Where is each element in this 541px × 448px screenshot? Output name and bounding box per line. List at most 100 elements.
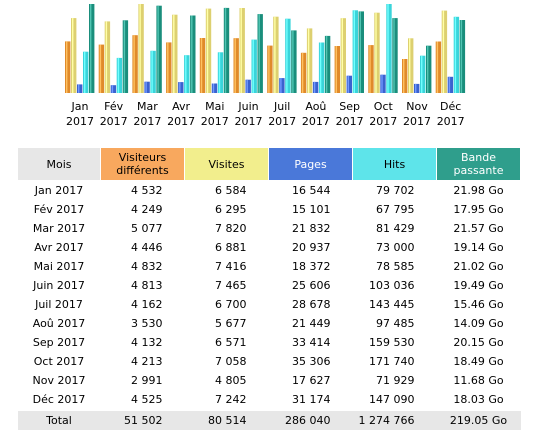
cell-pages: 21 449 (292, 317, 331, 330)
bar-highlight (286, 18, 288, 94)
bar-bande-sep (358, 11, 364, 93)
table-row: Juil 2017 4 162 6 700 28 678 143 445 15.46 Go (18, 295, 521, 314)
month-label-name: Mai (205, 100, 225, 113)
bar-bande-jan (89, 4, 95, 93)
bar-highlight (319, 42, 322, 93)
bar-visites-mar (138, 4, 144, 93)
table-row: Avr 2017 4 446 6 881 20 937 73 000 19.14 Go (18, 238, 521, 257)
table-row: Mar 2017 5 077 7 820 21 832 81 429 21.57 Go (18, 219, 521, 238)
month-label: Mai 2017 (195, 99, 235, 129)
table-row: Mai 2017 4 832 7 416 18 372 78 585 21.02 Go (18, 257, 521, 276)
bar-highlight (436, 41, 439, 93)
bar-highlight (218, 52, 221, 93)
cell-visiteurs: 4 213 (131, 355, 163, 368)
bar-highlight (442, 10, 445, 94)
bar-highlight (240, 8, 242, 93)
cell-pages: 35 306 (292, 355, 331, 368)
total-label: Total (17, 409, 101, 430)
month-label: Juin 2017 (229, 99, 269, 129)
bar-visiteurs-mai (199, 38, 206, 93)
cell-visiteurs: 4 446 (131, 241, 163, 254)
bar-highlight (268, 45, 270, 93)
cell-pages: 18 372 (292, 260, 331, 273)
bar-highlight (191, 15, 193, 93)
bar-highlight (325, 35, 328, 93)
month-label: Avr 2017 (161, 99, 201, 129)
cell-bande: 19.49 Go (453, 279, 504, 292)
bar-highlight (369, 45, 371, 93)
total-visiteurs: 51 502 (100, 409, 185, 430)
bar-bande-avr (190, 15, 196, 93)
month-label-year: 2017 (436, 115, 465, 128)
bar-highlight (66, 41, 68, 93)
month-label: Juil 2017 (262, 99, 302, 129)
bar-highlight (224, 7, 227, 93)
cell-bande: 17.95 Go (453, 203, 504, 216)
bar-hits-nov (420, 55, 426, 93)
bar-hits-jan (83, 51, 89, 93)
bar-visites-oct (374, 12, 380, 94)
bar-highlight (78, 84, 80, 93)
bar-highlight (90, 4, 92, 93)
header-mois[interactable]: Mois (17, 147, 101, 181)
cell-hits: 71 929 (376, 374, 415, 387)
month-label-year: 2017 (301, 115, 330, 128)
cell-visites: 7 820 (215, 222, 247, 235)
header-visiteurs[interactable]: Visiteurs différents (100, 147, 185, 181)
bar-highlight (111, 85, 114, 93)
cell-hits: 159 530 (369, 336, 415, 349)
bar-highlight (415, 83, 417, 93)
month-label-name: Fév (104, 100, 124, 113)
bar-bande-juin (257, 14, 263, 94)
month-label-name: Juil (274, 100, 291, 113)
cell-visiteurs: 5 077 (131, 222, 163, 235)
bar-pages-oct (380, 74, 386, 93)
cell-pages: 25 606 (292, 279, 331, 292)
bar-visites-sep (340, 18, 346, 94)
month-label-year: 2017 (200, 115, 229, 128)
bar-highlight (72, 18, 74, 94)
bar-visiteurs-nov (402, 59, 408, 93)
total-pages: 286 040 (268, 409, 353, 430)
header-visites[interactable]: Visites (184, 147, 269, 181)
month-label-year: 2017 (335, 115, 364, 128)
table-row: Fév 2017 4 249 6 295 15 101 67 795 17.95 Go (18, 200, 521, 219)
bar-highlight (409, 38, 411, 93)
cell-bande: 18.03 Go (453, 393, 504, 406)
cell-hits: 103 036 (369, 279, 415, 292)
table-row: Sep 2017 4 132 6 571 33 414 159 530 20.15 Go (18, 333, 521, 352)
total-bande-passante: 219.05 Go (436, 409, 521, 430)
bar-highlight (200, 38, 203, 93)
bar-highlight (313, 81, 316, 93)
cell-bande: 21.98 Go (453, 184, 504, 197)
header-pages[interactable]: Pages (268, 147, 353, 181)
bar-highlight (173, 14, 175, 94)
month-label: Fév 2017 (94, 99, 134, 129)
cell-mois: Mar 2017 (32, 222, 86, 235)
bar-visites-juin (239, 8, 245, 93)
month-label: Aoû 2017 (296, 99, 336, 129)
bar-visites-jan (71, 18, 77, 94)
bar-visiteurs-juin (233, 38, 239, 93)
bar-highlight (252, 39, 254, 93)
cell-hits: 67 795 (376, 203, 415, 216)
bar-highlight (353, 10, 355, 93)
bar-hits-sep (352, 10, 358, 93)
cell-bande: 21.57 Go (453, 222, 504, 235)
bar-highlight (185, 55, 187, 93)
cell-visiteurs: 4 532 (131, 184, 163, 197)
bar-highlight (341, 18, 343, 94)
table-row: Nov 2017 2 991 4 805 17 627 71 929 11.68 Go (18, 371, 521, 390)
month-label-year: 2017 (99, 115, 128, 128)
bar-highlight (393, 18, 395, 94)
header-hits[interactable]: Hits (352, 147, 437, 181)
bar-highlight (448, 76, 451, 93)
table-row: Déc 2017 4 525 7 242 31 174 147 090 18.03 Go (18, 390, 521, 410)
bar-highlight (307, 28, 310, 93)
bar-pages-juin (245, 79, 251, 93)
cell-visites: 7 242 (215, 393, 247, 406)
cell-visites: 6 881 (215, 241, 247, 254)
bar-visiteurs-déc (435, 41, 442, 93)
header-bande-passante[interactable]: Bande passante (436, 147, 521, 181)
bar-hits-juil (285, 18, 291, 94)
